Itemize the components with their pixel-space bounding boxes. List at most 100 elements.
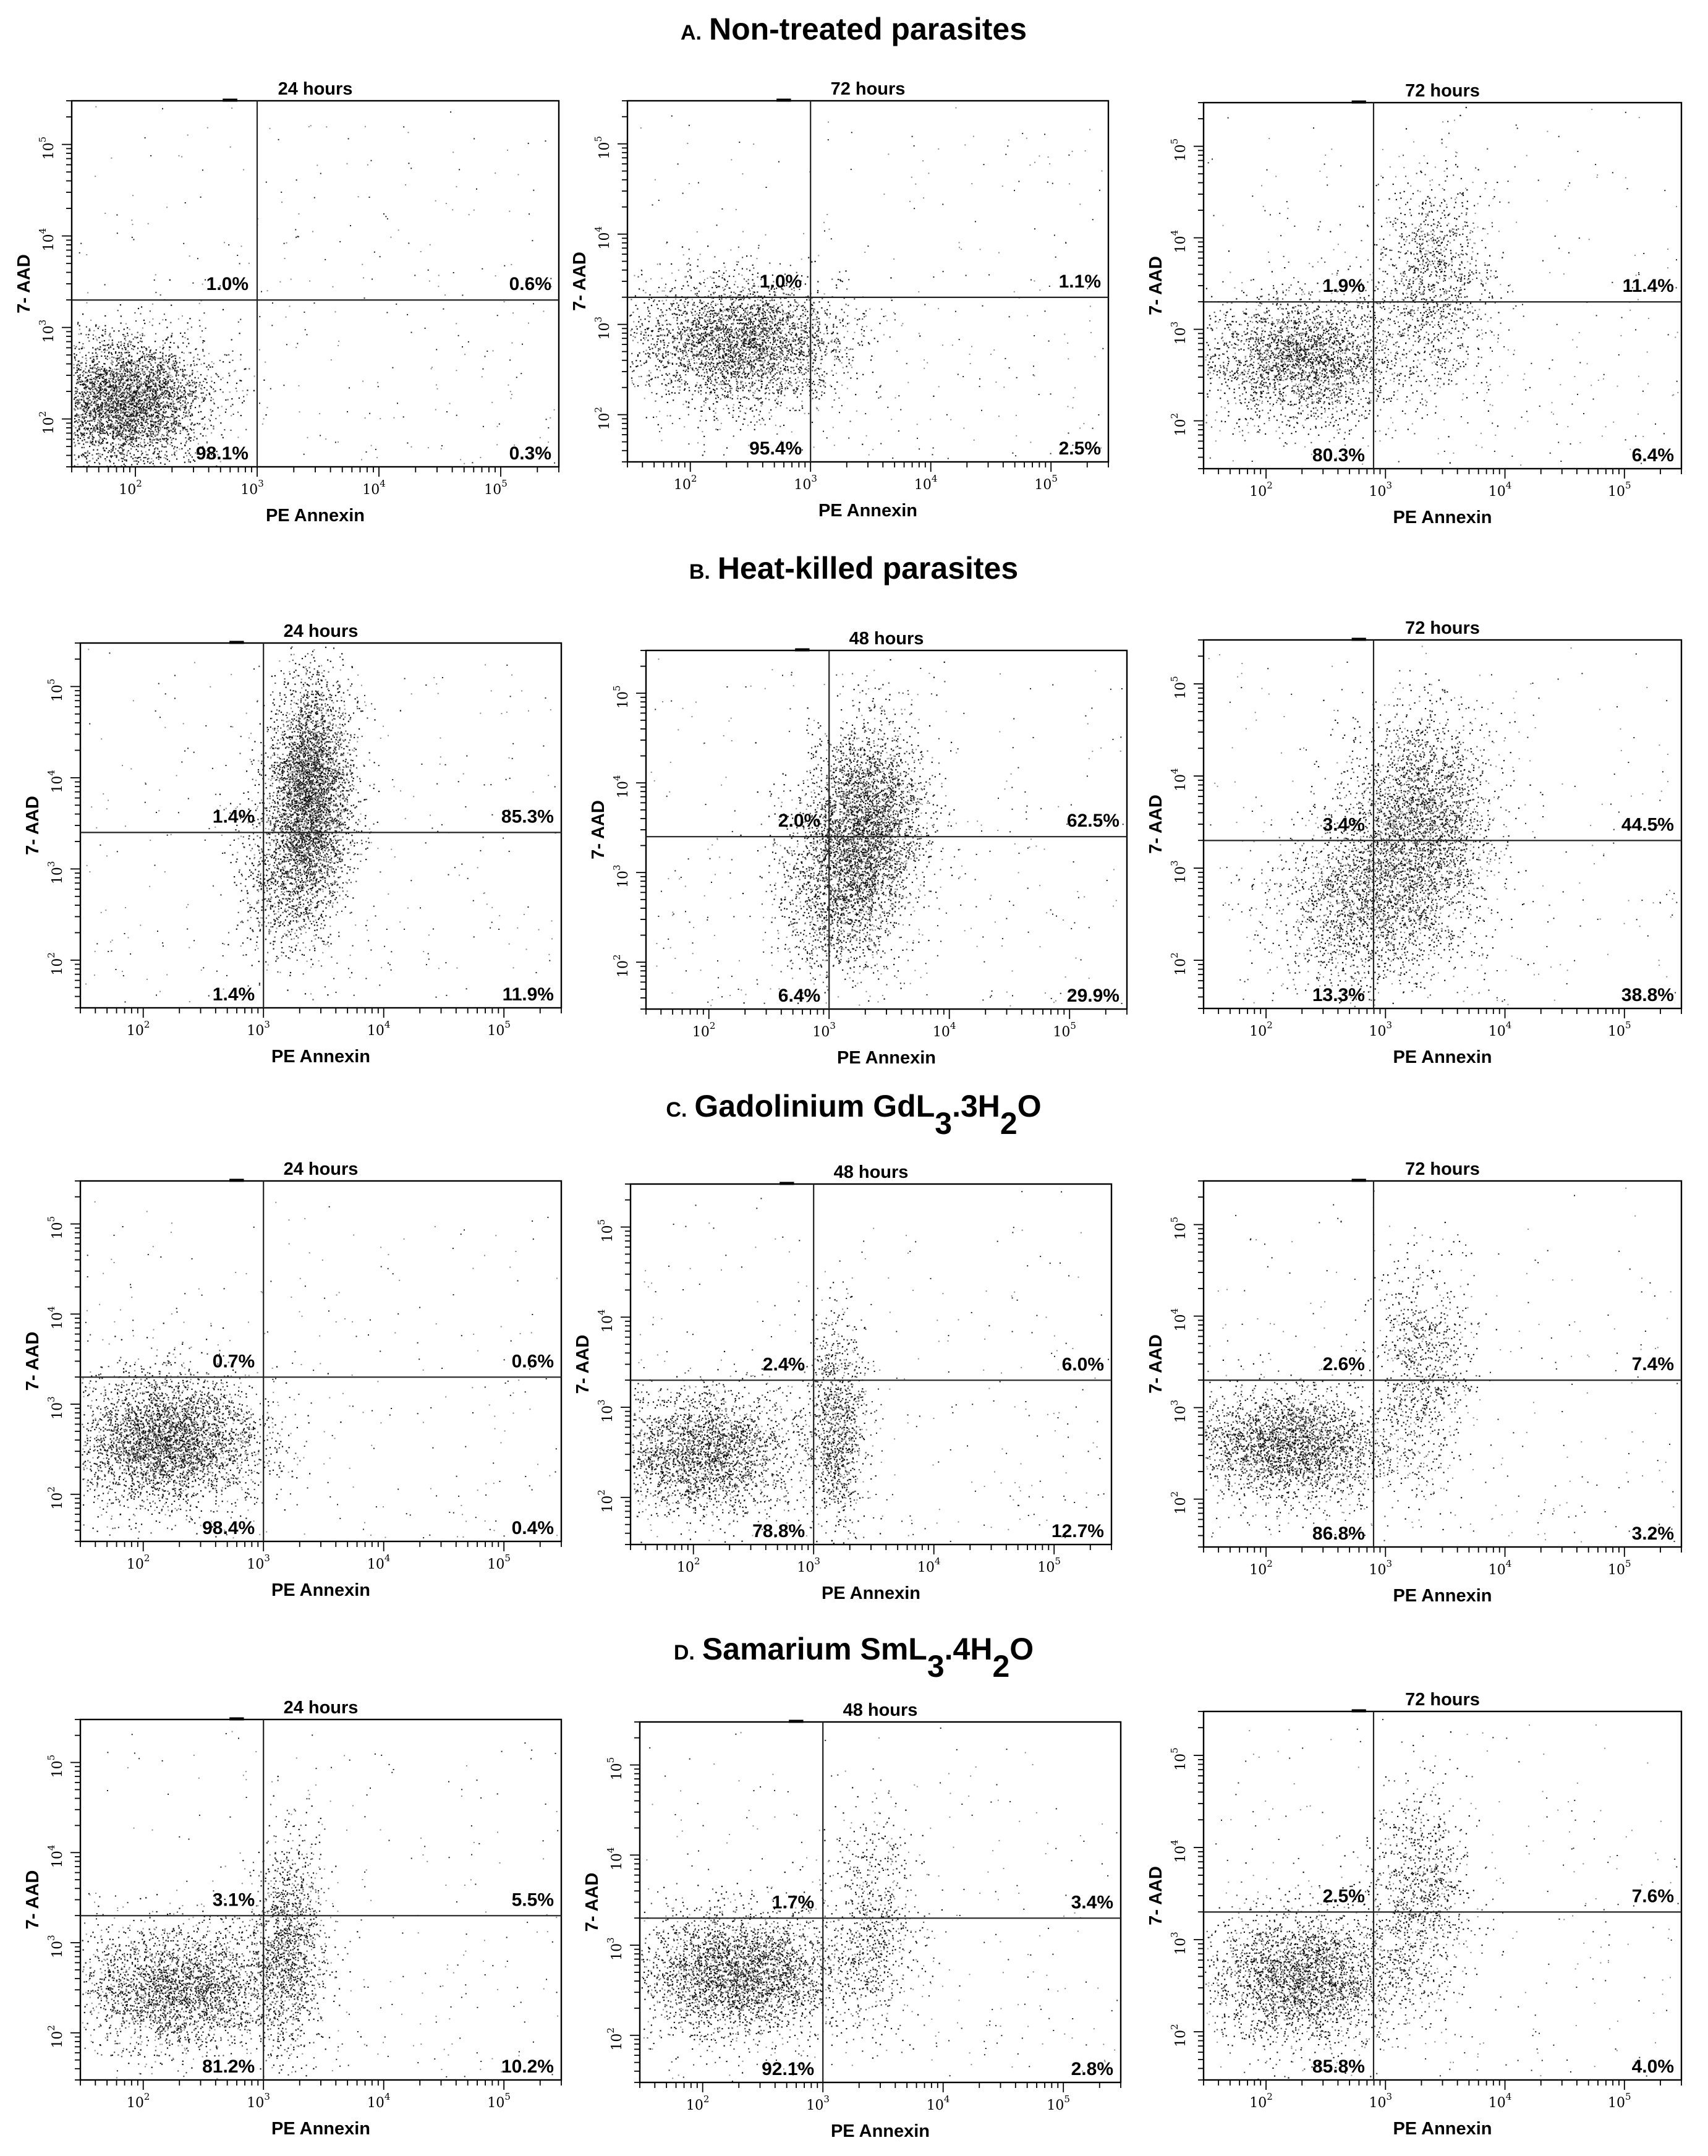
event-dot <box>78 414 79 415</box>
event-dot <box>174 388 175 389</box>
event-dot <box>202 351 203 352</box>
event-dot <box>80 369 82 370</box>
event-dot <box>131 334 132 335</box>
event-dot <box>176 417 177 418</box>
event-dot <box>174 365 176 366</box>
event-dot <box>81 414 82 415</box>
event-dot <box>122 454 124 455</box>
event-dot <box>120 394 121 395</box>
event-dot <box>124 364 125 365</box>
event-dot <box>210 420 211 421</box>
event-dot <box>131 348 132 349</box>
event-dot <box>129 329 130 330</box>
event-dot <box>100 419 101 420</box>
event-dot <box>190 461 191 462</box>
event-dot <box>102 438 103 440</box>
event-dot <box>159 362 161 363</box>
event-dot <box>94 420 95 422</box>
event-dot <box>161 446 163 447</box>
event-dot <box>96 356 97 357</box>
event-dot <box>106 344 108 346</box>
event-dot <box>193 363 195 364</box>
event-dot <box>125 366 126 367</box>
event-dot <box>211 397 212 398</box>
event-dot <box>171 416 172 417</box>
event-dot <box>139 428 140 429</box>
event-dot <box>81 367 82 369</box>
event-dot <box>120 381 121 382</box>
event-dot <box>170 437 171 438</box>
event-dot <box>147 404 148 405</box>
event-dot <box>152 443 153 444</box>
event-dot <box>208 369 209 370</box>
event-dot <box>87 391 88 393</box>
section-a: A. Non-treated parasites 10210210310310410… <box>14 12 1681 527</box>
event-dot <box>193 432 195 433</box>
event-dot <box>100 346 101 347</box>
event-dot <box>90 320 91 321</box>
event-dot <box>190 428 191 429</box>
event-dot <box>75 393 77 394</box>
event-dot <box>79 352 80 353</box>
event-dot <box>181 391 182 393</box>
event-dot <box>179 420 180 421</box>
event-dot <box>187 426 189 427</box>
event-dot <box>126 396 127 397</box>
event-dot <box>114 427 116 428</box>
section-title: A. Non-treated parasites <box>681 12 1027 46</box>
event-dot <box>187 329 189 330</box>
event-dot <box>94 372 95 373</box>
event-dot <box>98 462 100 463</box>
event-dot <box>175 367 176 369</box>
event-dot <box>180 403 181 404</box>
event-dot <box>150 358 151 359</box>
event-dot <box>83 433 85 434</box>
event-dot <box>121 365 122 367</box>
event-dot <box>98 416 100 417</box>
event-dot <box>144 381 145 383</box>
event-dot <box>211 425 212 426</box>
event-dot <box>74 356 75 357</box>
event-dot <box>131 412 132 413</box>
event-dot <box>166 435 168 436</box>
event-dot <box>97 422 98 424</box>
event-dot <box>135 410 137 411</box>
event-dot <box>245 429 247 430</box>
event-dot <box>96 369 97 370</box>
event-dot <box>170 406 171 407</box>
event-dot <box>211 377 212 378</box>
event-dot <box>94 462 95 463</box>
event-dot <box>113 372 114 373</box>
event-dot <box>119 415 120 416</box>
event-dot <box>111 360 113 361</box>
event-dot <box>167 443 168 445</box>
event-dot <box>199 384 200 385</box>
event-dot <box>189 376 190 377</box>
event-dot <box>91 377 92 378</box>
event-dot <box>182 400 184 401</box>
event-dot <box>73 438 74 440</box>
event-dot <box>143 353 144 354</box>
event-dot <box>142 362 143 364</box>
event-dot <box>162 417 163 419</box>
event-dot <box>156 393 158 394</box>
scatter-points <box>73 106 555 467</box>
event-dot <box>101 374 103 375</box>
event-dot <box>77 379 78 380</box>
event-dot <box>75 391 76 392</box>
event-dot <box>108 452 109 453</box>
event-dot <box>141 454 142 455</box>
event-dot <box>182 385 183 386</box>
event-dot <box>152 325 153 326</box>
event-dot <box>89 399 90 401</box>
event-dot <box>168 361 169 362</box>
event-dot <box>87 441 88 443</box>
event-dot <box>112 450 113 451</box>
event-dot <box>115 357 116 359</box>
event-dot <box>151 441 153 443</box>
event-dot <box>139 457 140 458</box>
event-dot <box>171 305 172 306</box>
event-dot <box>200 411 202 412</box>
event-dot <box>187 402 189 403</box>
